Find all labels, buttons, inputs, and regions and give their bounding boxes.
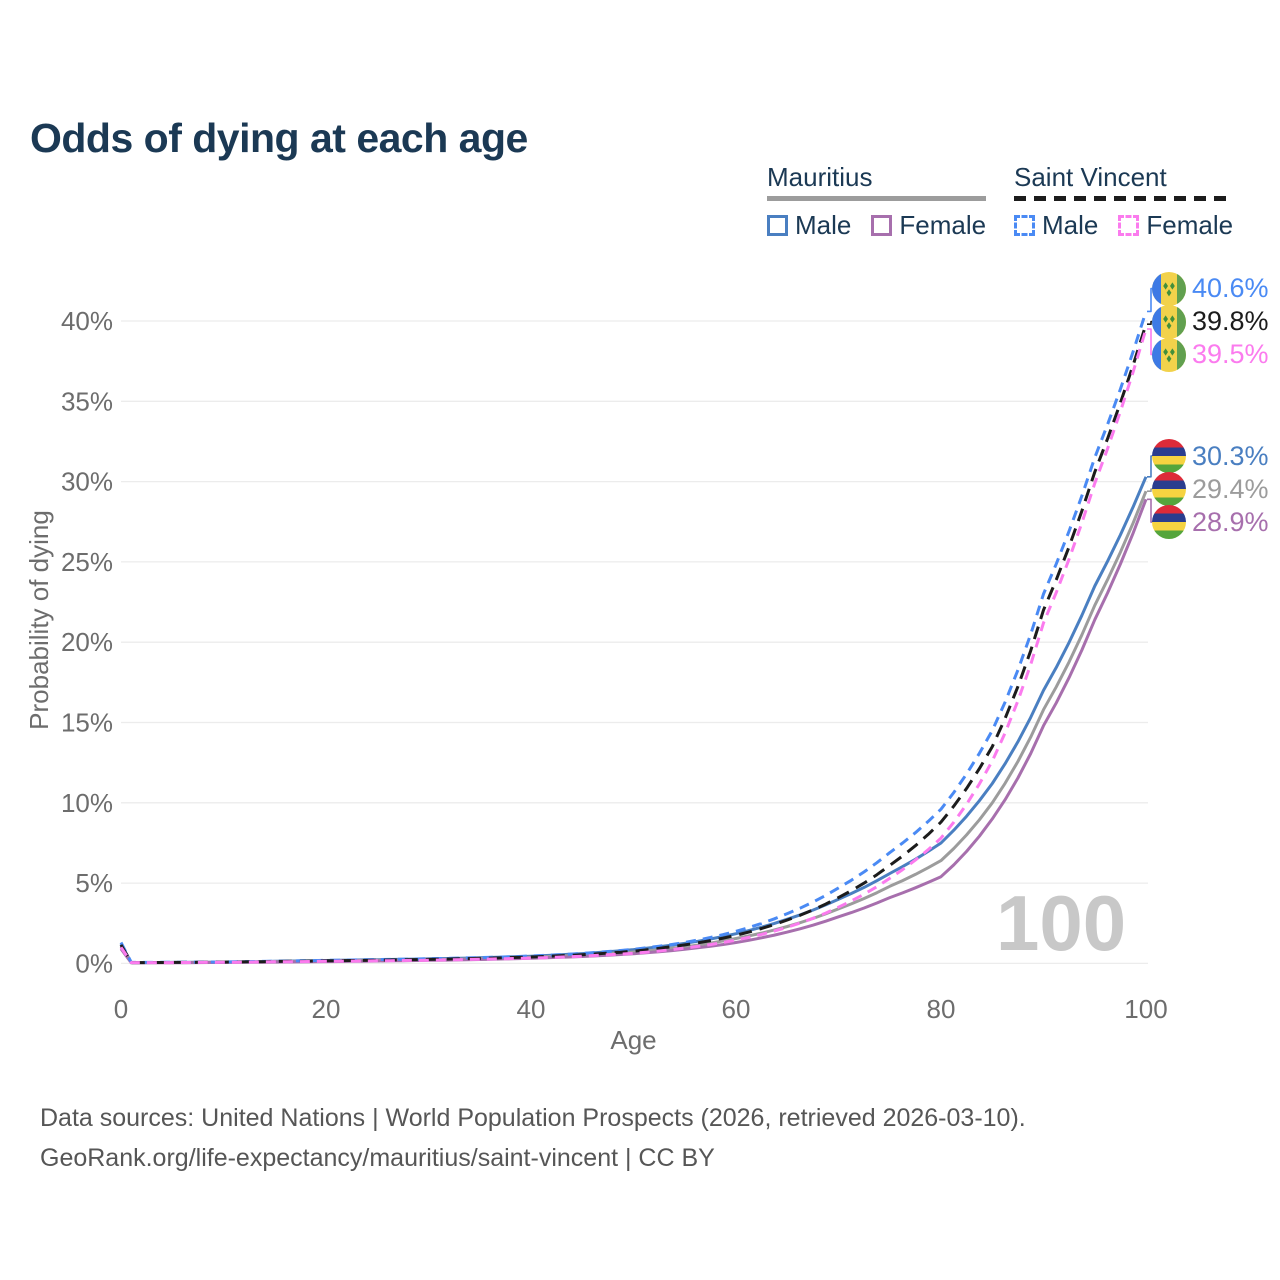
legend-group-title-saint-vincent: Saint Vincent xyxy=(1014,162,1167,192)
end-label-mauritius-female: 28.9% xyxy=(1152,505,1269,540)
mauritius-female-swatch-icon xyxy=(871,215,893,236)
series-line-saint-vincent-male xyxy=(119,310,1148,964)
legend-group-saint-vincent: Saint Vincent Male Female xyxy=(1014,162,1234,241)
legend-item-mauritius-male[interactable]: Male xyxy=(767,210,851,241)
end-label-leader-line xyxy=(1147,498,1153,523)
end-label-leader-line xyxy=(1147,328,1153,356)
legend-item-saint-vincent-female[interactable]: Female xyxy=(1118,210,1233,241)
y-tick-label: 0% xyxy=(75,948,113,978)
legend-item-label: Male xyxy=(795,210,852,240)
x-tick-label: 0 xyxy=(114,994,128,1024)
y-tick-label: 40% xyxy=(61,306,113,336)
y-tick-label: 5% xyxy=(75,868,113,898)
y-axis-title: Probability of dying xyxy=(24,510,54,730)
end-label-saint-vincent-male: 40.6% xyxy=(1152,271,1269,306)
end-label-value: 28.9% xyxy=(1192,506,1269,537)
y-tick-label: 25% xyxy=(61,547,113,577)
legend-group-title-mauritius: Mauritius xyxy=(767,162,873,192)
legend-item-saint-vincent-male[interactable]: Male xyxy=(1014,210,1098,241)
saint-vincent-flag-icon xyxy=(1152,337,1186,372)
saint-vincent-flag-icon xyxy=(1152,271,1186,306)
legend-item-label: Male xyxy=(1042,210,1099,240)
end-label-value: 39.5% xyxy=(1192,339,1269,370)
end-label-value: 30.3% xyxy=(1192,440,1269,471)
end-label-leader-line xyxy=(1147,455,1153,478)
end-label-leader-line xyxy=(1147,488,1153,492)
x-tick-label: 20 xyxy=(312,994,341,1024)
age-counter-watermark: 100 xyxy=(996,879,1127,967)
mauritius-flag-icon xyxy=(1152,439,1186,474)
y-tick-label: 10% xyxy=(61,788,113,818)
end-label-saint-vincent-both-sexes: 39.8% xyxy=(1152,304,1269,339)
end-label-mauritius-both-sexes: 29.4% xyxy=(1152,472,1269,507)
end-label-mauritius-male: 30.3% xyxy=(1152,439,1269,474)
x-axis-title: Age xyxy=(610,1025,656,1055)
attribution-link-text[interactable]: GeoRank.org/life-expectancy/mauritius/sa… xyxy=(40,1144,715,1172)
mauritius-solid-line-sample xyxy=(767,196,987,201)
page-title: Odds of dying at each age xyxy=(30,115,528,162)
data-sources-text: Data sources: United Nations | World Pop… xyxy=(40,1104,1026,1132)
mauritius-flag-icon xyxy=(1152,472,1186,507)
legend-item-label: Female xyxy=(1146,210,1234,240)
saint-vincent-male-swatch-icon xyxy=(1014,215,1035,236)
saint-vincent-flag-icon xyxy=(1152,304,1186,339)
x-tick-label: 80 xyxy=(927,994,956,1024)
legend-group-mauritius: Mauritius Male Female xyxy=(767,162,987,241)
series-line-saint-vincent-female xyxy=(119,328,1148,965)
footer: Data sources: United Nations | World Pop… xyxy=(40,1104,1026,1184)
legend-item-label: Female xyxy=(899,210,987,240)
y-tick-label: 35% xyxy=(61,386,113,416)
mauritius-flag-icon xyxy=(1152,505,1186,540)
end-label-value: 39.8% xyxy=(1192,306,1269,337)
mauritius-male-swatch-icon xyxy=(767,215,788,236)
series-line-mauritius-male xyxy=(119,476,1148,965)
y-tick-label: 30% xyxy=(61,467,113,497)
end-label-value: 29.4% xyxy=(1192,473,1269,504)
y-tick-label: 15% xyxy=(61,708,113,738)
series-line-mauritius-female xyxy=(119,498,1148,965)
y-tick-label: 20% xyxy=(61,627,113,657)
end-label-leader-line xyxy=(1147,287,1153,313)
series-line-saint-vincent-both-sexes xyxy=(119,323,1148,965)
saint-vincent-female-swatch-icon xyxy=(1118,215,1140,236)
end-label-saint-vincent-female: 39.5% xyxy=(1152,337,1269,372)
end-label-leader-line xyxy=(1147,320,1153,325)
x-tick-label: 100 xyxy=(1124,994,1167,1024)
x-tick-label: 60 xyxy=(722,994,751,1024)
legend-item-mauritius-female[interactable]: Female xyxy=(871,210,986,241)
saint-vincent-dashed-line-sample xyxy=(1014,196,1234,201)
x-tick-label: 40 xyxy=(517,994,546,1024)
end-label-value: 40.6% xyxy=(1192,273,1269,304)
